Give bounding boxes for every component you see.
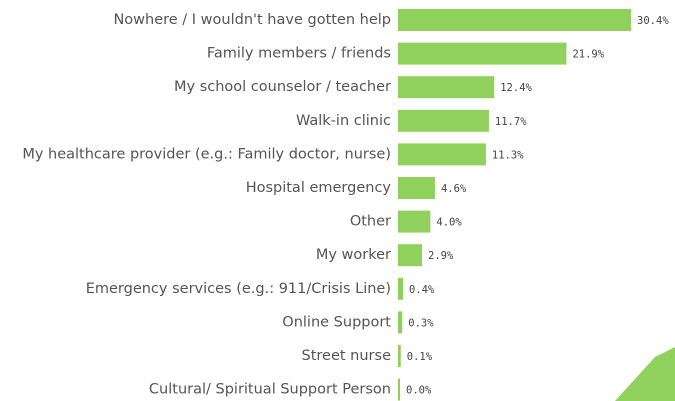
value-label: 4.6% [441,183,467,195]
category-label: My healthcare provider (e.g.: Family doc… [22,146,391,162]
bar [398,143,486,166]
bar [398,311,403,334]
bar [398,76,495,99]
value-label: 2.9% [428,250,454,262]
value-label: 0.0% [406,385,432,397]
bar [398,9,632,31]
value-label: 0.1% [407,351,433,363]
bar [398,345,401,367]
value-label: 11.7% [495,116,527,128]
value-label: 11.3% [492,149,524,161]
category-label: Walk-in clinic [296,113,391,129]
category-label: My worker [316,247,391,263]
value-label: 4.0% [436,217,462,229]
decoration [615,347,675,401]
value-label: 0.4% [409,284,435,296]
value-label: 0.3% [408,317,434,329]
category-label: Cultural/ Spiritual Support Person [149,382,391,398]
bar [398,378,400,401]
bar [398,277,404,300]
category-label: Street nurse [302,348,392,364]
value-label: 21.9% [572,49,604,61]
bar [398,177,435,199]
category-label: Family members / friends [207,46,391,62]
bar [398,42,567,65]
category-label: Nowhere / I wouldn't have gotten help [113,12,391,28]
bar [398,210,431,233]
category-label: My school counselor / teacher [174,79,391,95]
bar [398,244,423,267]
value-label: 30.4% [637,15,669,27]
bar [398,109,489,132]
category-label: Hospital emergency [246,180,392,196]
category-label: Online Support [282,314,391,330]
category-label: Emergency services (e.g.: 911/Crisis Lin… [86,281,391,297]
category-label: Other [350,214,391,230]
value-label: 12.4% [500,82,532,94]
